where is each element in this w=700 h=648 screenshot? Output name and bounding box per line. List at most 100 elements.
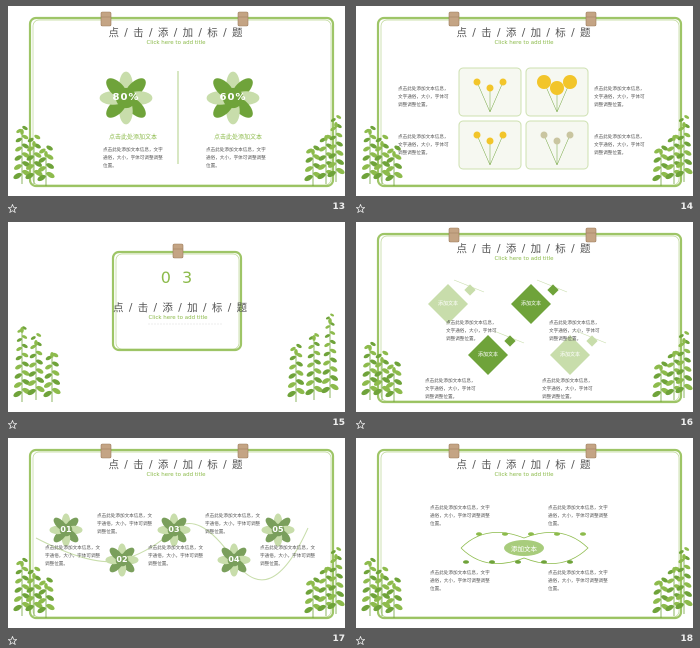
plant [382,359,389,365]
plant [325,325,330,329]
label: 添加文本 [520,301,541,307]
plant [653,373,661,379]
plant [22,379,31,385]
plant [654,364,661,370]
body-text: 点击此处添加文本信息，文字通俗，大小，字体可调整调整位置。 [446,321,497,342]
transition-icon[interactable] [8,420,17,429]
plant [34,575,41,581]
plant [323,351,330,357]
plant [30,336,36,340]
slide-art [361,11,693,188]
plant [336,564,343,570]
label: 添加文本 [477,352,498,358]
plant [370,359,377,365]
plant [44,151,48,157]
plant [312,335,316,341]
star [356,420,365,429]
photo [556,134,571,166]
clip [100,443,112,459]
plant [676,153,684,159]
plant [304,598,313,604]
plant [50,352,54,358]
plant [684,348,691,354]
plant [13,164,22,170]
vine [460,532,589,564]
transition-icon[interactable] [8,204,17,213]
plant [329,567,336,573]
plant [361,164,370,170]
plant [289,364,296,370]
plant [386,589,394,595]
plant [659,365,663,371]
body-text: 点击此处添加文本信息，文字通俗，大小，字体可调整调整位置。 [45,546,101,567]
plant [44,583,48,589]
plant [22,335,28,339]
transition-icon[interactable] [356,204,365,213]
plant [296,343,302,349]
slide-title: 点 / 击 / 添 / 加 / 标 / 题 [456,243,592,255]
slide-thumbnail[interactable]: 0 3 点 / 击 / 添 / 加 / 标 / 题 Click here to ad… [8,222,345,412]
plant [675,162,684,168]
photo [540,131,548,139]
vine [580,532,586,536]
plant [319,578,326,584]
body-text: 点击此处添加文本信息，文字通俗，大小，字体可调整调整位置。 [103,148,163,169]
plant [678,342,684,348]
plant [13,172,22,180]
plant [380,573,384,579]
photo [550,81,564,95]
plant [43,390,52,398]
plant [22,566,29,572]
plant [362,371,370,377]
plant [36,368,44,374]
vine [463,560,469,564]
plant [322,369,330,375]
slide-subtitle: Click here to add title [494,256,554,262]
transition-icon[interactable] [356,420,365,429]
plant [28,371,36,377]
plant [36,350,43,356]
plant [305,380,314,386]
plant [666,587,674,593]
plant [684,331,690,335]
plant [684,167,693,175]
plant [382,368,390,374]
plant [314,385,323,393]
plant [667,569,674,575]
plant [394,603,403,611]
plant [330,331,336,335]
plant [382,584,390,590]
plant [313,577,320,583]
slide-thumbnail[interactable]: 点 / 击 / 添 / 加 / 标 / 题 Click here to add t… [356,438,693,628]
plant [394,379,403,385]
slide-thumbnail[interactable]: 点 / 击 / 添 / 加 / 标 / 题 Click here to add t… [8,6,345,196]
clip [237,11,249,27]
leaf-flower [271,523,285,537]
plant [394,171,403,179]
leaf-flower [167,523,181,537]
plant [373,596,382,602]
plant [34,566,41,572]
plant [296,379,305,385]
plant [394,586,402,592]
plant [29,353,36,359]
plant [385,382,394,388]
vine [476,532,482,536]
plant [305,388,314,396]
slide-thumbnail[interactable]: 点 / 击 / 添 / 加 / 标 / 题 Click here to add t… [8,438,345,628]
plant [665,164,674,170]
plant [336,150,344,156]
plant [375,362,382,368]
plant [665,388,674,396]
plant [677,144,684,150]
slide-thumbnail[interactable]: 点 / 击 / 添 / 加 / 标 / 题 Click here to add t… [356,222,693,412]
plant [684,375,693,381]
transition-icon[interactable] [356,636,365,645]
slide-art [361,227,693,404]
transition-icon[interactable] [8,636,17,645]
slide-number: 17 [332,634,345,644]
plant [46,145,53,151]
plant [666,155,674,161]
slide-thumbnail[interactable]: 点 / 击 / 添 / 加 / 标 / 题 Click here to add t… [356,6,693,196]
plant [36,359,43,365]
